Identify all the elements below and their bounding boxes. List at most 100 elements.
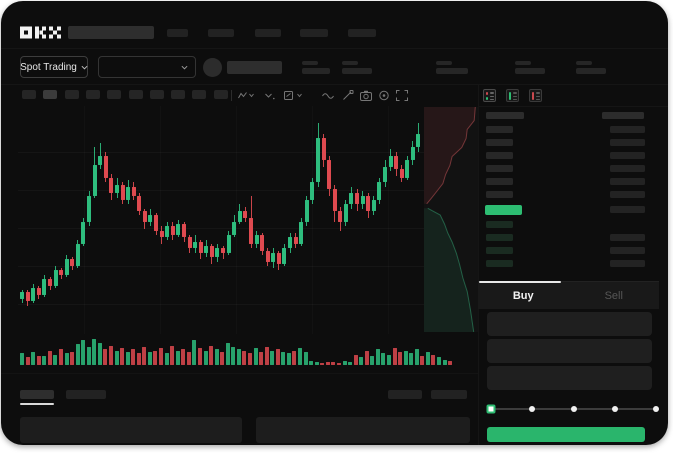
volume-bar	[64, 353, 69, 365]
last-price-bar[interactable]	[485, 205, 522, 215]
bid-row[interactable]	[486, 260, 650, 273]
volume-bar	[409, 353, 414, 365]
market-type-selector[interactable]: Spot Trading	[20, 56, 88, 78]
okx-logo[interactable]	[20, 25, 61, 40]
tab-active-indicator	[479, 281, 561, 283]
candle-body	[154, 215, 158, 231]
candle-body	[137, 195, 142, 211]
interval-chip-placeholder[interactable]	[128, 90, 143, 99]
bid-row[interactable]	[486, 234, 650, 247]
candle-body	[315, 138, 320, 183]
orderbook-buy-view-icon[interactable]	[506, 89, 519, 102]
volume-chart[interactable]	[20, 337, 458, 365]
pair-selector[interactable]	[98, 56, 196, 78]
candle-body	[371, 200, 376, 211]
stat-value-placeholder	[342, 68, 372, 74]
volume-bar	[248, 353, 252, 365]
candle-body	[176, 224, 181, 236]
interval-chip-placeholder[interactable]	[192, 90, 207, 99]
bottom-tab-placeholder[interactable]	[20, 390, 54, 399]
amount-placeholder	[610, 234, 645, 241]
interval-chip-placeholder[interactable]	[85, 90, 100, 99]
camera-icon[interactable]	[360, 89, 372, 102]
slider-stop[interactable]	[529, 406, 536, 412]
candle-body	[198, 241, 203, 253]
candle-body	[59, 270, 64, 275]
candle-body	[338, 211, 343, 222]
bid-row[interactable]	[486, 247, 650, 260]
volume-bar	[70, 352, 74, 365]
amount-slider[interactable]	[486, 403, 659, 415]
volume-bar	[253, 348, 258, 365]
slider-stop[interactable]	[570, 406, 577, 412]
slider-stop[interactable]	[653, 406, 659, 412]
nav-item-placeholder[interactable]	[167, 29, 188, 37]
buy-submit-button[interactable]	[487, 427, 645, 442]
price-placeholder	[486, 165, 513, 172]
ask-row[interactable]	[486, 139, 650, 152]
volume-bar	[120, 348, 125, 365]
interval-chevron-icon[interactable]	[263, 89, 275, 102]
bottom-tab-placeholder[interactable]	[66, 390, 106, 399]
ask-row[interactable]	[486, 126, 650, 139]
interval-chip-placeholder[interactable]	[107, 90, 122, 99]
interval-chip-placeholder[interactable]	[171, 90, 186, 99]
stat-value-placeholder	[436, 68, 468, 74]
interval-chip-placeholder[interactable]	[22, 90, 36, 99]
candle-body	[327, 160, 332, 189]
global-search-placeholder[interactable]	[68, 26, 154, 39]
nav-item-placeholder[interactable]	[348, 29, 376, 37]
candle-body	[343, 204, 348, 222]
trade-tabs: Buy Sell	[478, 281, 659, 309]
volume-bar	[242, 350, 247, 365]
slider-stop[interactable]	[611, 406, 618, 412]
settings-icon[interactable]	[378, 89, 390, 102]
amount-placeholder	[610, 178, 645, 185]
candle-body	[394, 156, 399, 170]
volume-bar	[314, 362, 319, 365]
line-type-icon[interactable]	[322, 89, 335, 102]
slider-handle[interactable]	[486, 404, 496, 414]
volume-bar	[153, 350, 158, 365]
amount-input-placeholder[interactable]	[487, 339, 652, 363]
orderbook-sell-view-icon[interactable]	[529, 89, 542, 102]
bottom-action-placeholder[interactable]	[388, 390, 422, 399]
tab-sell[interactable]: Sell	[569, 282, 660, 309]
tab-buy[interactable]: Buy	[478, 281, 569, 309]
candle-body	[25, 292, 30, 302]
amount-placeholder	[610, 191, 645, 198]
depth-chart[interactable]	[424, 107, 478, 332]
interval-chip-placeholder[interactable]	[64, 90, 79, 99]
bid-row[interactable]	[486, 221, 650, 234]
bottom-action-placeholder[interactable]	[431, 390, 467, 399]
draw-icon[interactable]	[342, 89, 354, 102]
interval-chip-placeholder[interactable]	[213, 90, 228, 99]
candle-style-icon[interactable]	[238, 89, 255, 102]
nav-item-placeholder[interactable]	[208, 29, 234, 37]
nav-item-placeholder[interactable]	[300, 29, 328, 37]
price-input-placeholder[interactable]	[487, 312, 652, 336]
candle-body	[159, 230, 164, 238]
ask-row[interactable]	[486, 191, 650, 204]
volume-bar	[164, 353, 169, 365]
volume-bar	[292, 350, 297, 365]
interval-chip-placeholder[interactable]	[149, 90, 164, 99]
volume-bar	[109, 345, 113, 365]
volume-bar	[25, 357, 30, 365]
candle-body	[221, 248, 225, 253]
candlestick-chart[interactable]	[20, 112, 422, 332]
expand-icon[interactable]	[396, 89, 408, 102]
volume-bar	[175, 350, 180, 365]
nav-item-placeholder[interactable]	[255, 29, 281, 37]
candle-body	[92, 164, 97, 196]
volume-bar	[214, 349, 219, 365]
total-input-placeholder[interactable]	[487, 366, 652, 390]
ask-row[interactable]	[486, 152, 650, 165]
orderbook-split-view-icon[interactable]	[483, 89, 496, 102]
indicators-icon[interactable]	[284, 89, 304, 102]
interval-chip-placeholder[interactable]	[43, 90, 58, 99]
ask-row[interactable]	[486, 165, 650, 178]
volume-bar	[264, 346, 269, 365]
ask-row[interactable]	[486, 178, 650, 191]
